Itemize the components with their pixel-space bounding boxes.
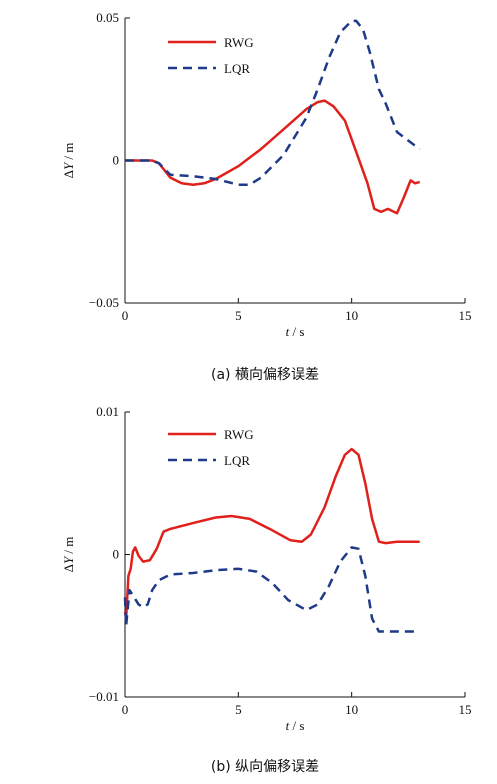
y-tick-label: 0: [113, 153, 120, 168]
x-tick-label: 10: [345, 308, 358, 323]
series-line-lqr: [125, 19, 421, 186]
y-axis-title: ΔY / m: [61, 537, 76, 573]
y-axis-var: Y: [61, 161, 76, 170]
x-tick-label: 0: [122, 702, 129, 717]
x-axis-unit: / s: [289, 718, 304, 733]
x-tick-label: 5: [235, 308, 242, 323]
caption: (b) 纵向偏移误差: [211, 759, 319, 775]
y-axis-prefix: Δ: [61, 170, 76, 178]
series-line-rwg: [123, 447, 420, 620]
y-axis-prefix: Δ: [61, 564, 76, 572]
y-tick-label: 0.05: [96, 10, 119, 25]
y-axis-unit: / m: [61, 143, 76, 163]
y-tick-label: 0: [113, 547, 120, 562]
x-tick-label: 5: [235, 702, 242, 717]
legend-label-rwg: RWG: [224, 427, 254, 442]
legend-label-lqr: LQR: [224, 61, 250, 76]
x-tick-label: 15: [459, 308, 472, 323]
x-axis-var: t: [286, 718, 290, 733]
caption: (a) 横向偏移误差: [211, 367, 319, 383]
x-axis-title: t / s: [286, 718, 305, 733]
legend-label-lqr: LQR: [224, 453, 250, 468]
x-tick-label: 10: [345, 702, 358, 717]
y-tick-label: 0.01: [96, 404, 119, 419]
x-tick-label: 15: [459, 702, 472, 717]
x-tick-label: 0: [122, 308, 129, 323]
y-axis-title: ΔY / m: [61, 143, 76, 179]
series-line-lqr: [123, 546, 420, 633]
y-axis-unit: / m: [61, 537, 76, 557]
series-line-rwg: [125, 99, 421, 215]
y-tick-label: −0.05: [89, 295, 119, 310]
x-axis-unit: / s: [289, 324, 304, 339]
x-axis-title: t / s: [286, 324, 305, 339]
y-tick-label: −0.01: [89, 689, 119, 704]
legend-label-rwg: RWG: [224, 35, 254, 50]
x-axis-var: t: [286, 324, 290, 339]
y-axis-var: Y: [61, 555, 76, 564]
